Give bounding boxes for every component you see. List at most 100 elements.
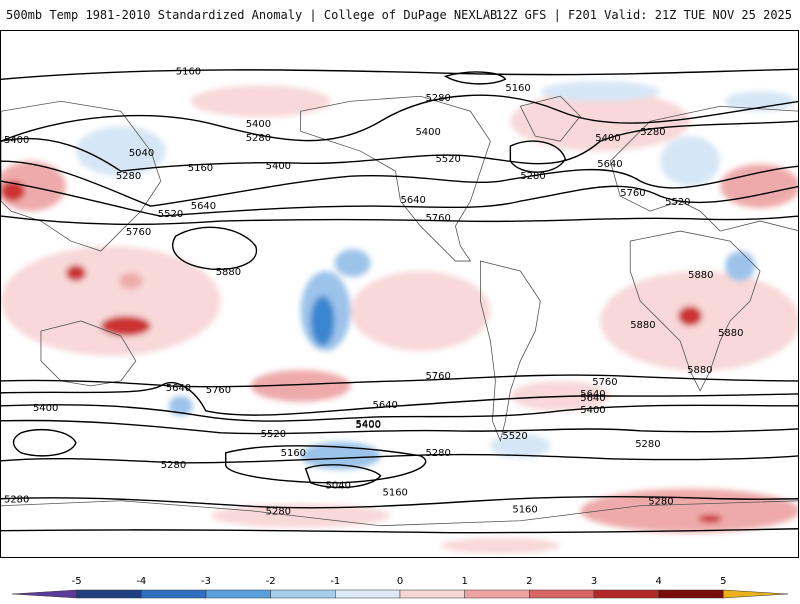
contour-line <box>509 140 567 173</box>
model-run-info: 12Z GFS | F201 Valid: 21Z TUE NOV 25 202… <box>495 8 792 22</box>
warm-anomaly <box>118 273 143 290</box>
contour-label: 5160 <box>188 163 213 174</box>
contour-label: 5880 <box>688 270 713 281</box>
contour-label: 5520 <box>502 431 527 442</box>
contour-label: 5640 <box>166 383 191 394</box>
colorbar-tick-label: 1 <box>461 576 467 587</box>
contour-line <box>1 160 798 207</box>
cold-anomaly <box>168 395 193 416</box>
warm-anomaly <box>350 271 491 351</box>
warm-anomaly <box>1 181 25 202</box>
contour-label: 5280 <box>246 133 271 144</box>
map-title: 500mb Temp 1981-2010 Standardized Anomal… <box>6 8 498 22</box>
contour-label: 5760 <box>620 188 645 199</box>
anomaly-colorbar: -5 -4 -3 -2 -1 0 1 2 3 4 5 <box>0 560 800 600</box>
warm-anomaly <box>440 537 561 554</box>
warm-anomaly <box>190 85 331 118</box>
contour-label: 5400 <box>580 405 605 416</box>
colorbar-swatch <box>335 589 401 599</box>
colorbar-swatch <box>529 589 595 599</box>
colorbar-swatch <box>658 589 724 599</box>
contour-label: 5760 <box>126 227 151 238</box>
colorbar-tick-label: 4 <box>655 576 661 587</box>
map-header: 500mb Temp 1981-2010 Standardized Anomal… <box>0 0 800 30</box>
weather-map[interactable]: 5160 5160 5280 5280 5280 5400 5400 5400 … <box>0 30 799 558</box>
contour-label: 5760 <box>425 213 450 224</box>
contour-label: 5880 <box>630 320 655 331</box>
colorbar-swatch <box>270 589 336 599</box>
colorbar-swatch <box>76 589 142 599</box>
warm-anomaly <box>580 488 798 533</box>
cold-anomaly <box>540 81 661 102</box>
south-america <box>480 260 541 443</box>
colorbar-swatch <box>399 589 465 599</box>
cold-anomaly <box>490 433 551 458</box>
contour-line <box>1 404 798 422</box>
anomaly-shading <box>1 81 798 554</box>
contour-label: 5280 <box>635 439 660 450</box>
contour-line <box>1 496 798 509</box>
contour-label: 5640 <box>401 195 426 206</box>
contour-label: 5280 <box>520 171 545 182</box>
contour-line <box>1 215 798 226</box>
warm-anomaly <box>678 305 703 326</box>
contour-label: 5520 <box>665 197 690 208</box>
greenland <box>519 95 581 142</box>
contour-line <box>225 445 427 484</box>
contour-label: 5160 <box>383 488 408 499</box>
contour-label: 5880 <box>687 365 712 376</box>
colorbar-swatch <box>205 589 271 599</box>
continents <box>1 95 798 527</box>
contour-labels: 5160 5160 5280 5280 5280 5400 5400 5400 … <box>4 66 743 517</box>
contour-label: 5280 <box>161 460 186 471</box>
africa <box>629 230 761 392</box>
colorbar-tick-label: 2 <box>526 576 532 587</box>
contour-label: 5760 <box>206 385 231 396</box>
contour-line <box>1 94 798 142</box>
contour-label: 5160 <box>176 66 201 77</box>
map-canvas: 5160 5160 5280 5280 5280 5400 5400 5400 … <box>1 66 798 554</box>
europe-asia <box>609 105 798 232</box>
colorbar-swatch <box>593 589 659 599</box>
contour-label: 5160 <box>512 505 537 516</box>
contour-line <box>443 71 507 85</box>
contour-label: 5640 <box>597 159 622 170</box>
warm-anomaly <box>65 265 86 282</box>
cold-anomaly <box>334 249 371 278</box>
contour-label: 5760 <box>425 371 450 382</box>
contour-label: 5880 <box>718 328 743 339</box>
contour-line <box>12 428 77 457</box>
contour-label: 5880 <box>216 267 241 278</box>
colorbar-swatch <box>723 589 789 599</box>
contour-line <box>1 68 798 80</box>
asia-west <box>1 100 162 252</box>
contour-line <box>1 120 798 172</box>
colorbar-swatch <box>464 589 530 599</box>
contour-label: 5640 <box>580 389 605 400</box>
antarctica <box>1 500 798 527</box>
contour-label: 5280 <box>4 495 29 506</box>
contour-label: 5040 <box>129 148 154 159</box>
colorbar-tick-label: -4 <box>136 576 146 587</box>
warm-anomaly <box>250 369 351 402</box>
contour-label: 5760 <box>592 377 617 388</box>
contour-label: 5400 <box>4 135 29 146</box>
contour-label: 5400 <box>415 127 440 138</box>
colorbar-tick-label: -2 <box>266 576 276 587</box>
contour-line <box>1 374 798 388</box>
contour-label: 5640 <box>373 400 398 411</box>
contour-label: 5400 <box>33 403 58 414</box>
cold-anomaly <box>725 251 756 282</box>
colorbar-tick-label: 5 <box>720 576 726 587</box>
contour-line <box>1 453 798 464</box>
warm-anomaly <box>720 164 798 209</box>
colorbar-tick-label: 3 <box>591 576 597 587</box>
contour-label: 5520 <box>261 429 286 440</box>
colorbar-svg: -5 -4 -3 -2 -1 0 1 2 3 4 5 <box>11 576 789 599</box>
contour-label: 5400 <box>595 133 620 144</box>
contour-line <box>1 419 798 435</box>
contour-line <box>1 180 798 217</box>
colorbar-tick-label: -3 <box>201 576 211 587</box>
contour-label: 5640 <box>191 201 216 212</box>
contour-line <box>1 382 798 416</box>
